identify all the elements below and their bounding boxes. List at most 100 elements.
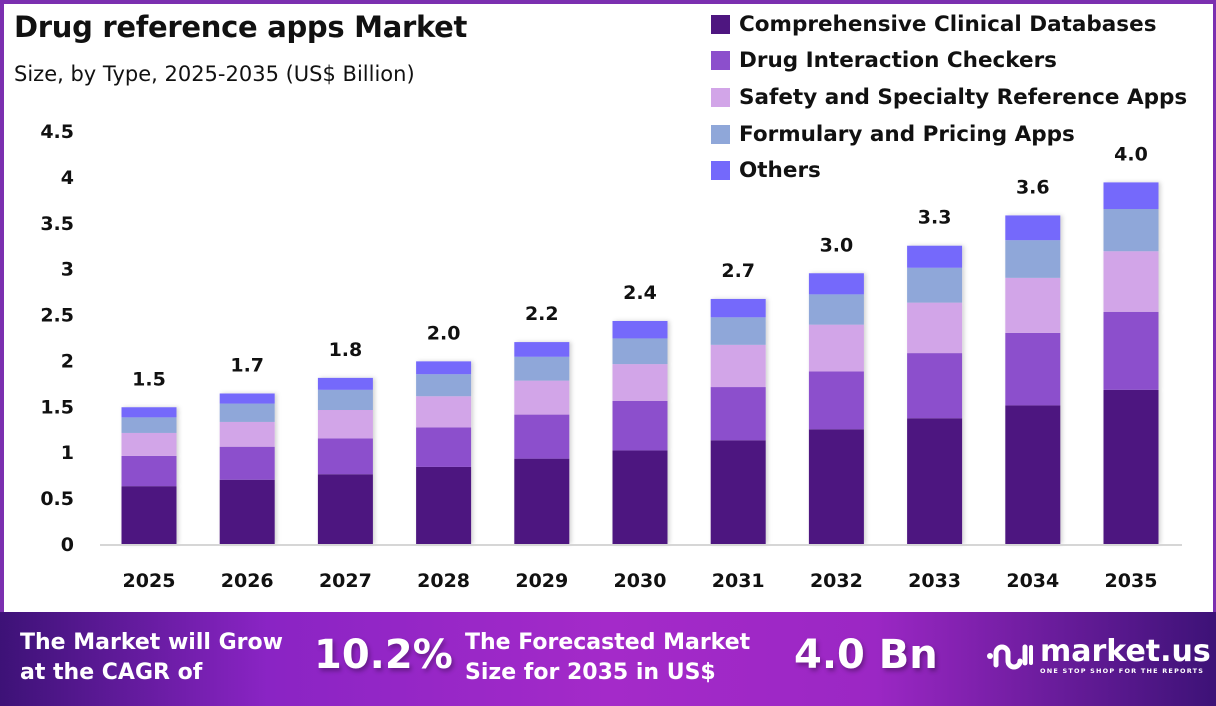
legend-label: Comprehensive Clinical Databases	[739, 11, 1157, 37]
bar-segment	[612, 320, 668, 339]
bar-segment	[710, 298, 766, 318]
bar-segment	[808, 429, 864, 544]
total-data-label: 2.2	[525, 303, 559, 325]
bar-segment	[612, 338, 668, 365]
legend-item-drug-interaction-checkers: Drug Interaction Checkers	[711, 43, 1187, 80]
x-tick-label: 2026	[221, 570, 274, 592]
market-us-logo: market.us ONE STOP SHOP FOR THE REPORTS	[986, 637, 1211, 675]
bar-stack-2028	[416, 361, 472, 544]
bar-segment	[710, 440, 766, 544]
total-data-label: 2.4	[623, 282, 657, 304]
y-tick-label: 3.5	[40, 213, 74, 235]
logo-name: market.us	[1040, 634, 1211, 669]
legend-label: Safety and Specialty Reference Apps	[739, 84, 1188, 110]
bar-segment	[121, 455, 177, 487]
legend: Comprehensive Clinical Databases Drug In…	[711, 6, 1187, 189]
legend-swatch	[711, 161, 730, 181]
bar-segment	[416, 427, 472, 467]
x-tick-label: 2025	[123, 570, 176, 592]
bar-segment	[219, 393, 275, 404]
bar-segment	[514, 380, 570, 415]
bar-segment	[1005, 405, 1061, 544]
bar-segment	[121, 432, 177, 456]
y-tick-label: 0	[61, 534, 74, 556]
bar-segment	[219, 479, 275, 544]
bar-segment	[416, 361, 472, 375]
legend-swatch	[711, 51, 730, 71]
bar-segment	[514, 342, 570, 357]
bar-segment	[1103, 209, 1159, 252]
legend-swatch	[711, 87, 730, 107]
bar-segment	[121, 407, 177, 418]
total-data-label: 1.5	[132, 368, 166, 390]
bar-stack-2034	[1005, 215, 1061, 544]
total-data-label: 3.6	[1016, 176, 1050, 198]
cagr-caption: The Market will Grow at the CAGR of	[20, 628, 283, 688]
bar-segment	[416, 396, 472, 428]
bar-segment	[808, 294, 864, 325]
bar-stack-2026	[219, 393, 275, 544]
bar-segment	[317, 377, 373, 390]
legend-label: Others	[739, 158, 821, 184]
total-data-label: 2.0	[427, 322, 461, 344]
bar-segment	[808, 371, 864, 430]
y-tick-label: 0.5	[40, 488, 74, 510]
legend-item-comprehensive-clinical-databases: Comprehensive Clinical Databases	[711, 6, 1187, 43]
bar-segment	[612, 450, 668, 544]
bars	[121, 182, 1159, 544]
bar-segment	[808, 324, 864, 372]
bar-segment	[710, 387, 766, 441]
total-data-label: 4.0	[1114, 143, 1148, 165]
forecast-caption-line2: Size for 2035 in US$	[465, 660, 716, 685]
logo-tagline: ONE STOP SHOP FOR THE REPORTS	[1040, 667, 1205, 675]
bar-stack-2030	[612, 320, 668, 544]
x-tick-label: 2032	[810, 570, 863, 592]
bar-segment	[1005, 240, 1061, 278]
bar-segment	[1005, 215, 1061, 241]
x-tick-label: 2027	[319, 570, 372, 592]
bar-stack-2025	[121, 407, 177, 544]
bar-stack-2032	[808, 273, 864, 544]
data-labels: 1.5 1.7 1.8 2.0 2.2 2.4 2.7 3.0 3.3 3.6 4.0	[132, 143, 1148, 390]
bar-stack-2031	[710, 298, 766, 544]
legend-label: Drug Interaction Checkers	[739, 48, 1057, 74]
bar-segment	[612, 400, 668, 451]
bar-segment	[907, 267, 963, 303]
total-data-label: 2.7	[721, 260, 755, 282]
legend-swatch	[711, 124, 730, 144]
x-tick-label: 2035	[1105, 570, 1158, 592]
bar-segment	[121, 417, 177, 433]
chart-title: Drug reference apps Market	[14, 10, 468, 44]
x-tick-label: 2033	[908, 570, 961, 592]
bar-segment	[514, 414, 570, 459]
bar-segment	[710, 317, 766, 345]
cagr-caption-line2: at the CAGR of	[20, 660, 203, 685]
x-tick-label: 2029	[515, 570, 568, 592]
bar-segment	[1005, 277, 1061, 333]
bar-segment	[808, 273, 864, 295]
y-axis: 0 0.5 1 1.5 2 2.5 3 3.5 4 4.5	[40, 121, 74, 556]
y-tick-label: 4.5	[40, 121, 74, 143]
bar-segment	[907, 418, 963, 544]
cagr-caption-line1: The Market will Grow	[20, 630, 283, 655]
bar-segment	[317, 389, 373, 411]
bar-segment	[416, 466, 472, 544]
y-tick-label: 3	[61, 259, 74, 281]
bar-segment	[1005, 332, 1061, 406]
y-tick-label: 1.5	[40, 396, 74, 418]
bar-segment	[416, 374, 472, 397]
chart-subtitle: Size, by Type, 2025-2035 (US$ Billion)	[14, 62, 415, 86]
total-data-label: 3.3	[918, 207, 952, 229]
bar-segment	[219, 446, 275, 480]
x-axis: 2025 2026 2027 2028 2029 2030 2031 2032 2033 2034…	[123, 570, 1158, 592]
legend-item-others: Others	[711, 152, 1187, 189]
legend-label: Formulary and Pricing Apps	[739, 121, 1075, 147]
y-tick-label: 4	[61, 167, 74, 189]
x-tick-label: 2031	[712, 570, 765, 592]
summary-banner: The Market will Grow at the CAGR of 10.2…	[0, 612, 1216, 706]
bar-segment	[121, 486, 177, 544]
bar-segment	[514, 458, 570, 544]
y-tick-label: 2	[61, 350, 74, 372]
total-data-label: 1.8	[329, 339, 363, 361]
x-tick-label: 2030	[614, 570, 667, 592]
